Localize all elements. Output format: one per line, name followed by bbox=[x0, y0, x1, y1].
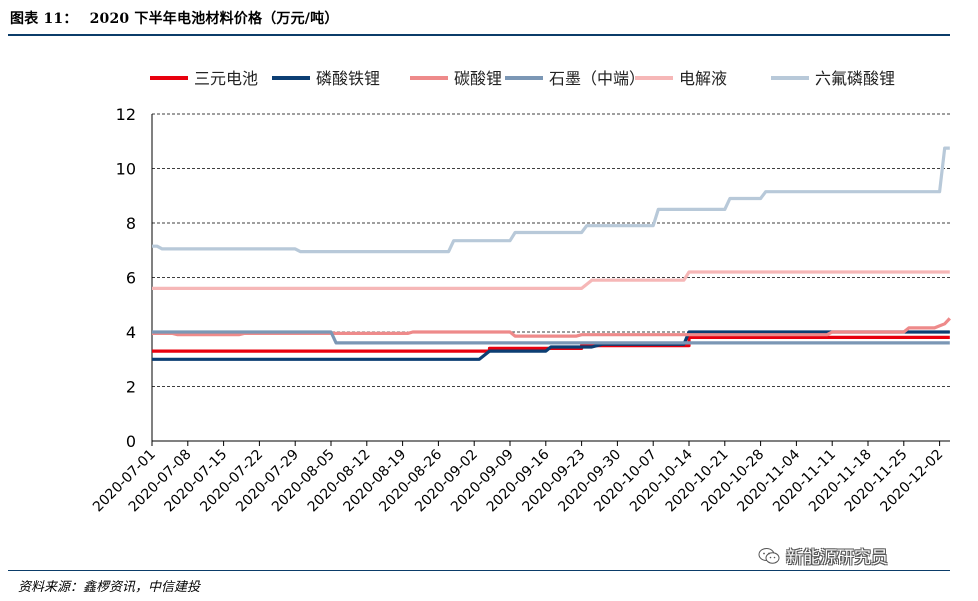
legend-label: 碳酸锂 bbox=[454, 69, 502, 88]
y-tick-label: 6 bbox=[126, 269, 136, 288]
header-rule bbox=[8, 34, 950, 36]
legend-label: 磷酸铁锂 bbox=[316, 69, 380, 88]
series-line bbox=[152, 270, 950, 290]
y-tick-label: 4 bbox=[126, 323, 136, 342]
footer-rule bbox=[8, 570, 950, 571]
series-line bbox=[152, 146, 950, 254]
series-line bbox=[152, 317, 951, 338]
legend-label: 六氟磷酸锂 bbox=[815, 69, 895, 88]
legend-label: 三元电池 bbox=[194, 69, 258, 88]
watermark-text: 新能源研究员 bbox=[786, 548, 888, 568]
y-tick-label: 2 bbox=[126, 378, 136, 397]
y-tick-label: 10 bbox=[116, 160, 136, 179]
figure-header: 图表 11： 2020 下半年电池材料价格（万元/吨） bbox=[10, 6, 950, 30]
wechat-icon bbox=[758, 547, 780, 564]
figure-title: 2020 下半年电池材料价格（万元/吨） bbox=[89, 11, 339, 27]
legend-label: 石墨（中端） bbox=[549, 69, 645, 88]
legend-label: 电解液 bbox=[679, 69, 727, 88]
source-note: 资料来源：鑫椤资讯，中信建投 bbox=[18, 580, 201, 595]
line-chart: 0246810122020-07-012020-07-082020-07-152… bbox=[90, 69, 951, 515]
series-line bbox=[152, 330, 950, 345]
y-tick-label: 12 bbox=[116, 105, 136, 124]
y-tick-label: 8 bbox=[126, 214, 136, 233]
y-tick-label: 0 bbox=[126, 432, 136, 451]
watermark: 新能源研究员 bbox=[758, 543, 888, 568]
series-line bbox=[152, 330, 950, 361]
figure-number: 图表 11： bbox=[10, 11, 78, 27]
